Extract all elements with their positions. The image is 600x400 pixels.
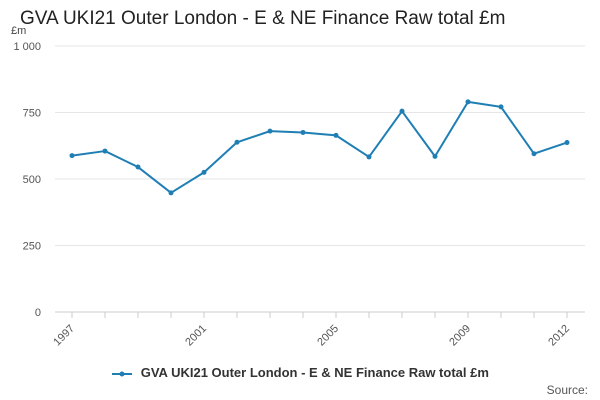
- chart-title: GVA UKI21 Outer London - E & NE Finance …: [20, 8, 506, 29]
- y-tick-label: 0: [35, 307, 41, 319]
- y-tick-label: 250: [23, 241, 41, 253]
- data-point[interactable]: [333, 132, 339, 138]
- y-axis-ticks: 0 250 500 750 1 000: [13, 41, 41, 319]
- x-tick-label: 2001: [183, 323, 209, 349]
- legend-line-swatch-icon: [112, 371, 133, 377]
- data-point[interactable]: [300, 129, 306, 135]
- data-point[interactable]: [168, 190, 174, 196]
- series-group: [69, 99, 570, 196]
- x-axis: 1997 2001 2005 2009 2012: [51, 312, 572, 348]
- data-point[interactable]: [399, 108, 405, 114]
- y-axis-unit-label: £m: [11, 25, 27, 37]
- x-tick-label: 1997: [51, 323, 77, 349]
- y-tick-label: 1 000: [13, 41, 41, 53]
- data-point[interactable]: [267, 128, 273, 134]
- data-point[interactable]: [432, 153, 438, 159]
- data-point[interactable]: [201, 169, 207, 175]
- source-label: Source:: [546, 383, 588, 397]
- data-point[interactable]: [102, 148, 108, 154]
- y-tick-label: 750: [23, 108, 41, 120]
- gridlines: [55, 45, 585, 313]
- data-point[interactable]: [366, 154, 372, 160]
- x-tick-label: 2012: [546, 323, 572, 349]
- x-tick-label: 2009: [447, 323, 473, 349]
- data-point[interactable]: [498, 104, 504, 110]
- data-point[interactable]: [564, 140, 570, 146]
- data-point[interactable]: [135, 164, 141, 170]
- data-point[interactable]: [234, 139, 240, 145]
- series-line: [71, 100, 568, 194]
- data-point[interactable]: [531, 151, 537, 157]
- legend-series-label: GVA UKI21 Outer London - E & NE Finance …: [140, 365, 489, 380]
- y-tick-label: 500: [23, 174, 41, 186]
- x-tick-label: 2005: [315, 323, 341, 349]
- data-point[interactable]: [465, 99, 471, 105]
- legend[interactable]: GVA UKI21 Outer London - E & NE Finance …: [0, 365, 600, 380]
- data-point[interactable]: [69, 153, 75, 159]
